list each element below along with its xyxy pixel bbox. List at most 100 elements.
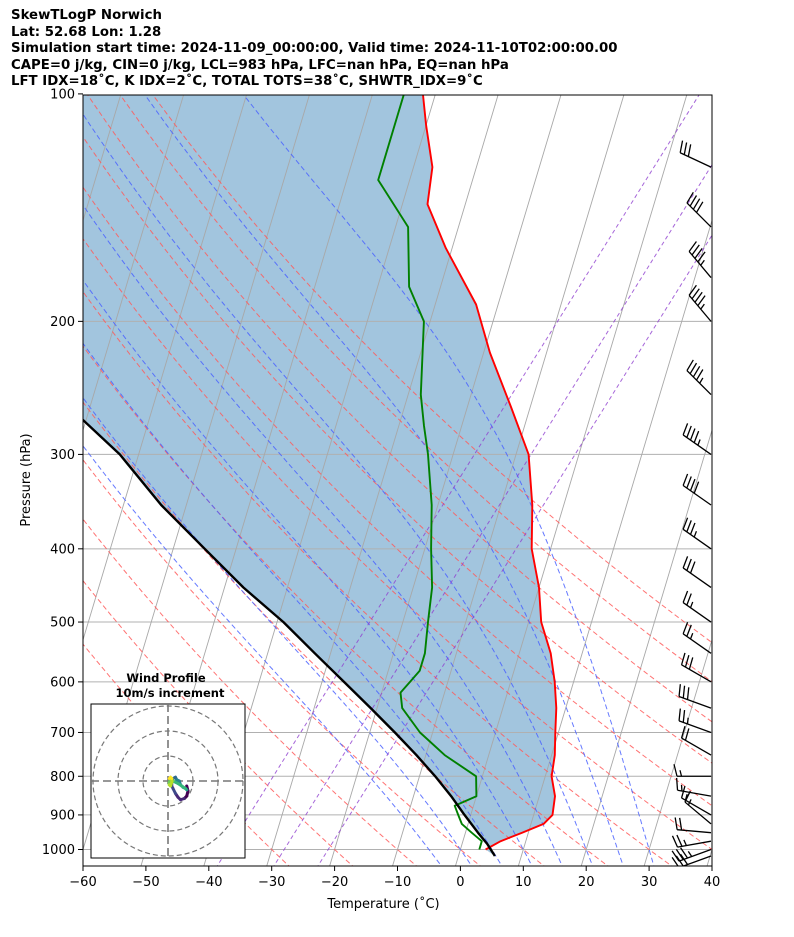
wind-barb bbox=[686, 359, 712, 396]
barb-flag bbox=[694, 247, 703, 259]
moist-adiabats bbox=[83, 95, 655, 866]
barb-flag bbox=[689, 522, 696, 535]
dewpoint-line bbox=[377, 95, 483, 850]
barb-flag bbox=[686, 191, 694, 204]
isotherm-line bbox=[454, 95, 688, 866]
barb-staff bbox=[682, 528, 712, 550]
dry-adiabat bbox=[83, 518, 418, 866]
barb-flag bbox=[689, 195, 698, 207]
barb-flag bbox=[693, 430, 700, 443]
indices-line-1: CAPE=0 j/kg, CIN=0 j/kg, LCL=983 hPa, LF… bbox=[11, 57, 509, 73]
dry-adiabat bbox=[83, 136, 712, 764]
wind-barbs bbox=[671, 73, 712, 866]
wind-barb bbox=[674, 817, 712, 834]
barb-staff bbox=[677, 840, 712, 848]
barb-flag bbox=[675, 777, 679, 791]
dry-adiabat bbox=[83, 345, 609, 866]
x-tick-label: −40 bbox=[195, 875, 222, 890]
y-tick-label: 300 bbox=[50, 448, 75, 463]
wind-barb bbox=[682, 622, 712, 654]
barb-flag bbox=[687, 144, 692, 157]
barb-flag bbox=[686, 359, 694, 371]
barb-flag bbox=[688, 241, 697, 252]
barb-flag bbox=[684, 728, 690, 741]
dry-adiabat bbox=[83, 458, 482, 866]
barb-flag bbox=[683, 142, 688, 155]
hodograph-inset: Wind Profile 10m/s increment bbox=[90, 671, 246, 859]
y-axis-label: Pressure (hPa) bbox=[19, 433, 34, 526]
barb-flag bbox=[688, 284, 697, 296]
barb-flag bbox=[694, 291, 703, 303]
wind-barb bbox=[688, 284, 712, 322]
barb-staff bbox=[686, 370, 712, 396]
barb-staff bbox=[677, 829, 712, 834]
barb-staff bbox=[681, 797, 712, 816]
moist-adiabat bbox=[144, 95, 624, 866]
y-tick-label: 700 bbox=[50, 726, 75, 741]
barb-flag bbox=[686, 476, 692, 489]
barb-staff bbox=[678, 85, 711, 94]
barb-staff bbox=[682, 434, 712, 455]
barb-flag bbox=[693, 481, 700, 494]
barb-flag bbox=[671, 850, 680, 862]
x-tick-label: −10 bbox=[384, 875, 411, 890]
wind-barb bbox=[678, 73, 711, 94]
wind-barb bbox=[675, 777, 712, 797]
y-tick-label: 200 bbox=[50, 315, 75, 330]
barb-flag bbox=[682, 556, 689, 569]
wind-barb bbox=[671, 834, 712, 848]
temperature-line bbox=[422, 95, 558, 851]
isotherm-line bbox=[392, 95, 625, 866]
mixing-ratio-line bbox=[216, 95, 700, 866]
moist-adiabat bbox=[83, 204, 563, 866]
moist-adiabat bbox=[83, 113, 594, 866]
barb-flag bbox=[682, 473, 689, 486]
wind-barb bbox=[679, 140, 712, 168]
barb-flag bbox=[673, 764, 678, 777]
axes: −60 −50 −40 −30 −20 −10 0 10 20 30 40 1000 900 800 700… bbox=[42, 87, 720, 890]
barb-staff bbox=[682, 567, 712, 588]
barb-flag bbox=[682, 709, 686, 723]
isotherm-line bbox=[769, 87, 794, 868]
barb-staff bbox=[678, 848, 712, 862]
isotherm-line bbox=[517, 218, 712, 866]
barb-flag bbox=[692, 198, 701, 210]
y-tick-label: 100 bbox=[50, 87, 75, 102]
barb-flag bbox=[686, 425, 692, 438]
dry-adiabats bbox=[83, 95, 712, 866]
parcel-profile-line bbox=[83, 418, 496, 857]
barb-flag bbox=[688, 657, 694, 670]
isotherm-line bbox=[580, 428, 712, 866]
barb-flag bbox=[697, 251, 706, 263]
barb-flag bbox=[689, 428, 696, 441]
barb-flag bbox=[682, 622, 689, 635]
isotherm-line bbox=[329, 95, 562, 866]
time-line: Simulation start time: 2024-11-09_00:00:… bbox=[11, 41, 618, 56]
cape-shading bbox=[83, 95, 557, 856]
isotherm-line bbox=[706, 847, 712, 866]
mixing-ratio-line bbox=[317, 234, 712, 866]
barb-flag bbox=[693, 531, 698, 538]
barb-flag bbox=[682, 590, 689, 603]
barb-flag bbox=[682, 423, 689, 436]
wind-barb bbox=[682, 556, 712, 588]
chart-header: SkewTLogP Norwich Lat: 52.68 Lon: 1.28 S… bbox=[11, 8, 618, 91]
barb-flag bbox=[700, 259, 705, 266]
barb-flag bbox=[682, 517, 689, 530]
wind-barb bbox=[680, 652, 712, 683]
isotherm-line bbox=[83, 95, 122, 223]
x-axis-label: Temperature (˚C) bbox=[326, 896, 439, 912]
barb-flag bbox=[695, 201, 704, 213]
barb-staff bbox=[684, 801, 712, 825]
barb-flag bbox=[684, 794, 688, 801]
y-tick-label: 1000 bbox=[42, 843, 75, 858]
moist-adiabat bbox=[83, 279, 533, 866]
plot-area bbox=[83, 73, 794, 868]
wind-barb bbox=[682, 590, 712, 623]
barb-staff bbox=[682, 484, 712, 506]
barb-flag bbox=[697, 295, 706, 307]
barb-staff bbox=[679, 152, 712, 168]
location-line: Lat: 52.68 Lon: 1.28 bbox=[11, 24, 162, 40]
wind-barb bbox=[678, 684, 712, 709]
barb-flag bbox=[700, 303, 705, 310]
